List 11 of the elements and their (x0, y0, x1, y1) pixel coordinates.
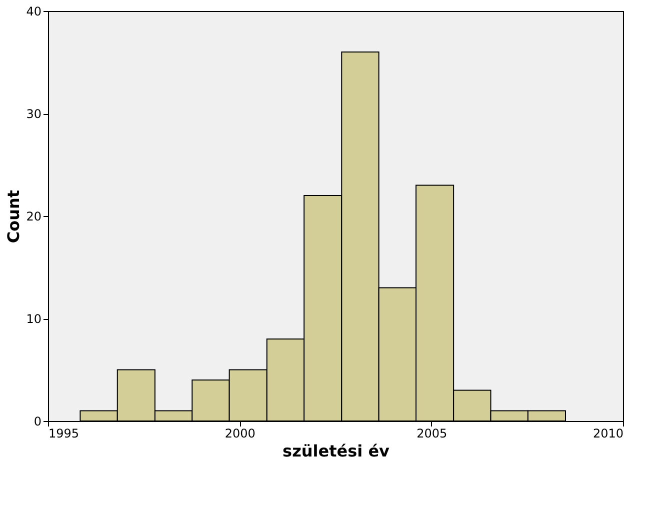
y-tick-label: 40 (26, 4, 42, 18)
x-axis-title: születési év (282, 442, 390, 460)
x-tick-label: 2005 (416, 426, 448, 440)
y-axis-title: Count (4, 190, 24, 244)
x-tick-label: 1995 (48, 426, 80, 440)
y-tick-label: 10 (26, 312, 42, 326)
x-tick-label: 2000 (224, 426, 256, 440)
y-tick-label: 0 (34, 414, 42, 428)
y-tick-label: 30 (26, 107, 42, 121)
x-tick-label: 2010 (592, 426, 624, 440)
y-tick-label: 20 (26, 210, 42, 224)
